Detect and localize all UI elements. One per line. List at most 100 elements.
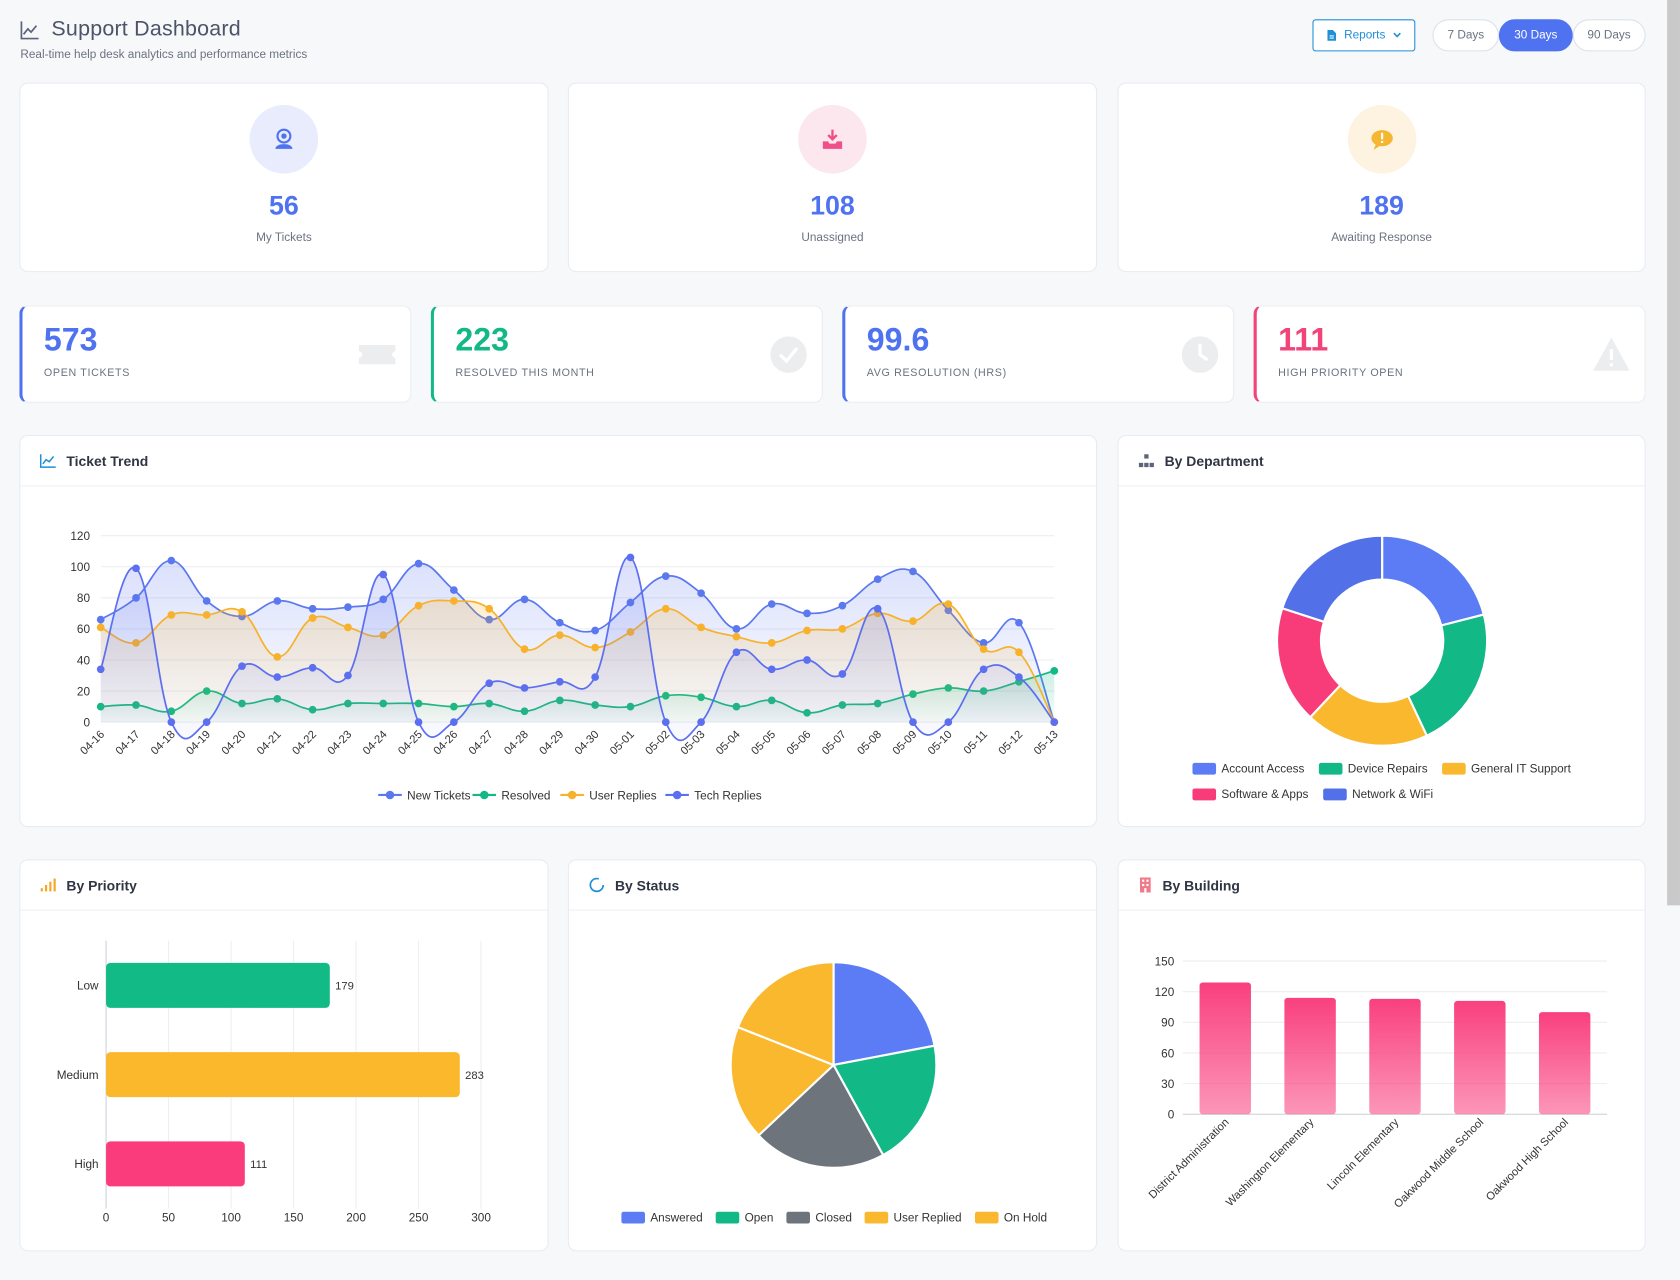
data-point — [238, 662, 246, 671]
metric-value: 223 — [455, 322, 509, 358]
stat-value: 108 — [810, 190, 855, 221]
x-tick-label: 05-09 — [891, 729, 920, 758]
check-circle-icon — [770, 336, 807, 373]
legend-swatch — [974, 1211, 999, 1224]
data-point — [838, 601, 847, 610]
stat-card-my-tickets[interactable]: 56 My Tickets — [19, 82, 549, 273]
y-tick-label: 120 — [70, 530, 90, 543]
chevron-down-icon — [1393, 32, 1401, 38]
legend-label: Software & Apps — [1221, 788, 1308, 801]
reports-dropdown-button[interactable]: Reports — [1311, 19, 1416, 52]
legend-label: Network & WiFi — [1352, 788, 1433, 801]
x-tick-label: 05-08 — [855, 729, 884, 758]
bar — [106, 1141, 245, 1187]
data-point — [167, 556, 176, 565]
legend-label: On Hold — [1004, 1211, 1047, 1224]
x-tick-label: 300 — [471, 1211, 491, 1224]
x-tick-label: 04-30 — [573, 729, 602, 758]
data-point — [520, 645, 529, 653]
data-point — [485, 679, 494, 688]
metric-label: AVG RESOLUTION (HRS) — [866, 367, 1007, 380]
data-point — [96, 615, 105, 624]
data-point — [238, 607, 246, 616]
stat-card-awaiting-response[interactable]: 189 Awaiting Response — [1117, 82, 1646, 273]
x-tick-label: 05-12 — [997, 729, 1026, 758]
x-tick-label: 04-21 — [255, 729, 284, 758]
building-panel: By Building 0 30 60 90 120 150 District Admini… — [1117, 859, 1646, 1252]
bar — [1369, 998, 1421, 1115]
data-point — [273, 597, 282, 605]
x-tick-label: 04-18 — [149, 729, 178, 758]
legend-label: User Replies — [589, 789, 656, 802]
y-tick-label: 20 — [77, 685, 91, 698]
signal-bars-icon — [40, 878, 56, 892]
legend-swatch — [864, 1211, 889, 1224]
data-point — [591, 643, 599, 652]
range-7-days-button[interactable]: 7 Days — [1432, 19, 1500, 52]
pie-slice — [831, 1044, 938, 1157]
data-point — [732, 625, 741, 633]
x-tick-label: 04-29 — [537, 729, 566, 758]
data-point — [308, 614, 317, 622]
stat-card-unassigned[interactable]: 108 Unassigned — [567, 82, 1098, 273]
pie-slice — [729, 1025, 836, 1137]
y-tick-label: 120 — [1155, 986, 1175, 999]
x-tick-label: 05-11 — [962, 729, 990, 757]
metric-label: HIGH PRIORITY OPEN — [1278, 367, 1404, 380]
data-point — [767, 600, 776, 608]
bar — [1199, 982, 1251, 1115]
data-point — [555, 677, 564, 686]
pie-slice — [757, 1063, 885, 1169]
metric-label: RESOLVED THIS MONTH — [455, 367, 595, 380]
data-point — [1015, 673, 1023, 681]
panel-title: By Status — [614, 876, 680, 894]
legend-swatch — [1192, 762, 1217, 775]
data-point — [450, 597, 458, 605]
department-panel: By Department Account Access Device Repai… — [1117, 434, 1646, 828]
data-point — [450, 718, 458, 726]
status-chart: Answered Open Closed User Replied On Hold — [621, 961, 1047, 1224]
x-tick-label: District Administration — [1147, 1116, 1232, 1201]
metric-card-avg-resolution[interactable]: 99.6 AVG RESOLUTION (HRS) — [842, 305, 1235, 403]
page-title: Support Dashboard — [51, 17, 241, 41]
data-point — [591, 626, 599, 635]
metric-card-resolved[interactable]: 223 RESOLVED THIS MONTH — [430, 305, 823, 403]
y-tick-label: Low — [77, 980, 99, 993]
data-point — [308, 663, 317, 672]
data-point — [414, 718, 423, 726]
data-point — [979, 665, 988, 674]
range-30-days-button[interactable]: 30 Days — [1499, 19, 1573, 52]
legend-swatch — [1442, 762, 1466, 775]
x-tick-label: 04-27 — [467, 729, 496, 758]
legend-label: User Replied — [894, 1211, 962, 1224]
data-point — [909, 718, 917, 726]
legend-marker — [567, 790, 577, 800]
range-90-days-button[interactable]: 90 Days — [1572, 19, 1646, 52]
data-point — [414, 559, 423, 568]
x-tick-label: 04-17 — [114, 729, 143, 758]
data-point — [873, 575, 882, 584]
metric-card-high-priority[interactable]: 111 HIGH PRIORITY OPEN — [1253, 305, 1646, 403]
data-point — [838, 670, 847, 678]
priority-panel: By Priority 0 50 100 150 200 250 300 Low 179 Medi… — [19, 859, 549, 1252]
x-tick-label: 100 — [221, 1211, 241, 1224]
data-point — [661, 718, 670, 726]
data-point — [661, 572, 670, 580]
data-point — [379, 570, 388, 579]
data-point — [697, 589, 705, 598]
y-tick-label: 30 — [1161, 1078, 1175, 1091]
data-point — [273, 673, 282, 681]
metric-card-open-tickets[interactable]: 573 OPEN TICKETS — [19, 305, 412, 403]
data-point — [803, 626, 811, 635]
bar — [106, 962, 330, 1008]
data-point — [767, 665, 776, 674]
y-tick-label: 60 — [1161, 1047, 1175, 1060]
x-tick-label: 05-01 — [608, 729, 637, 758]
x-tick-label: Oakwood Middle School — [1392, 1116, 1486, 1210]
x-tick-label: 05-02 — [643, 729, 672, 758]
date-range-group: 7 Days 30 Days 90 Days — [1432, 19, 1646, 52]
panel-title: By Department — [1164, 452, 1264, 469]
page-scrollbar[interactable] — [1667, 0, 1680, 906]
department-chart: Account Access Device Repairs General IT S… — [1192, 534, 1572, 801]
reports-label: Reports — [1344, 28, 1386, 42]
